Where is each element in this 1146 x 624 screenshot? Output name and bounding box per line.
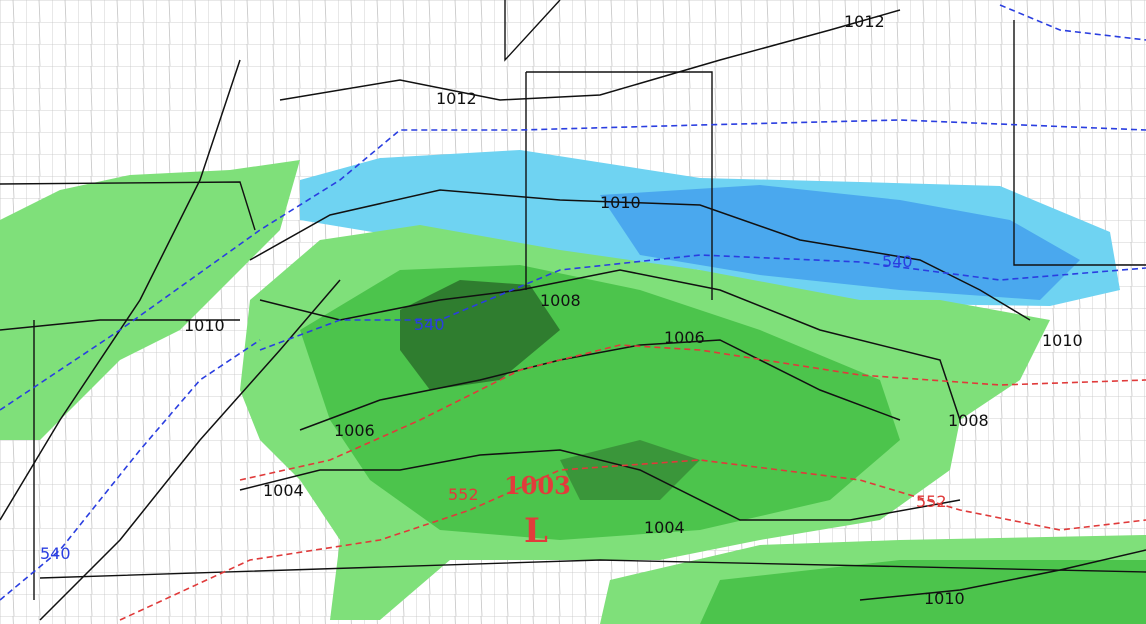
isobar-label: 1010 bbox=[1042, 331, 1083, 350]
low-pressure-center: 552 1003 L bbox=[448, 471, 571, 551]
low-pressure-symbol: L bbox=[524, 511, 548, 551]
thickness-labels: 540 540 540 552 bbox=[40, 252, 947, 563]
isobar-lines bbox=[0, 9, 1146, 621]
snow-heavy-area bbox=[600, 185, 1080, 300]
isobar-labels: 1012 1012 1010 1010 1008 1006 1010 1006 … bbox=[184, 12, 1083, 608]
thickness-label: 552 bbox=[916, 492, 947, 511]
isobar-label: 1010 bbox=[600, 193, 641, 212]
isobar-label: 1008 bbox=[948, 411, 989, 430]
thickness-label: 540 bbox=[414, 315, 445, 334]
state-borders bbox=[0, 0, 1146, 600]
low-pressure-value: 1003 bbox=[504, 471, 571, 500]
rain-mid-south bbox=[700, 560, 1146, 624]
isobar-label: 1012 bbox=[844, 12, 885, 31]
rain-heavy-area bbox=[400, 280, 560, 390]
isobar-label: 1006 bbox=[334, 421, 375, 440]
thickness-label: 552 bbox=[448, 485, 479, 504]
precip-shading bbox=[0, 150, 1146, 624]
thickness-lines bbox=[0, 4, 1146, 621]
isobar-label: 1010 bbox=[924, 589, 965, 608]
isobar-label: 1004 bbox=[644, 518, 685, 537]
isobar-label: 1008 bbox=[540, 291, 581, 310]
isobar-label: 1012 bbox=[436, 89, 477, 108]
isobar-label: 1010 bbox=[184, 316, 225, 335]
isobar-label: 1006 bbox=[664, 328, 705, 347]
thickness-label: 540 bbox=[40, 544, 71, 563]
rain-area-west bbox=[0, 160, 300, 440]
isobar-label: 1004 bbox=[263, 481, 304, 500]
thickness-label: 540 bbox=[882, 252, 913, 271]
rain-heavy-south bbox=[560, 440, 700, 500]
